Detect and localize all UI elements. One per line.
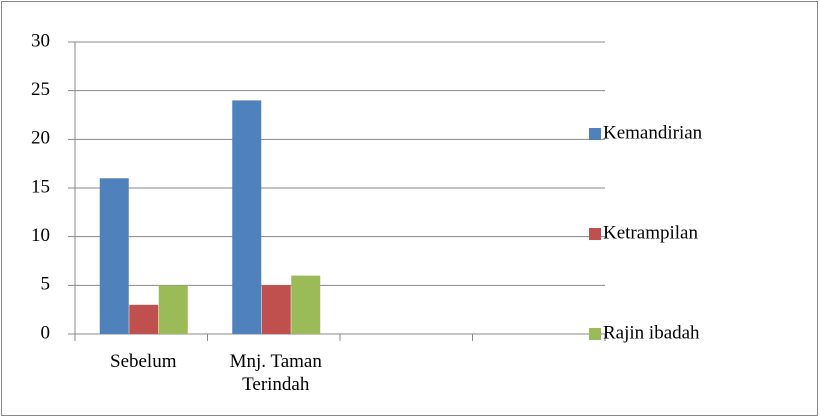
bar xyxy=(158,285,188,334)
legend-swatch xyxy=(589,128,601,140)
y-tick-label: 25 xyxy=(31,79,50,100)
y-tick-label: 30 xyxy=(31,30,50,51)
x-tick-label: Sebelum xyxy=(110,351,177,372)
y-tick-label: 20 xyxy=(31,128,50,149)
legend-swatch xyxy=(589,328,601,340)
y-tick-label: 15 xyxy=(31,176,50,197)
legend-swatch xyxy=(589,228,601,240)
legend-label: Kemandirian xyxy=(603,122,703,143)
y-tick-label: 10 xyxy=(31,225,50,246)
bar xyxy=(129,304,159,334)
bar xyxy=(232,100,262,335)
bar xyxy=(261,285,291,334)
x-tick-label: Mnj. Taman Terindah xyxy=(229,351,322,395)
bar xyxy=(291,275,321,334)
legend-label: Ketrampilan xyxy=(603,222,698,243)
legend-label: Rajin ibadah xyxy=(603,322,700,343)
bar xyxy=(99,178,129,334)
y-tick-label: 0 xyxy=(41,322,51,343)
y-tick-label: 5 xyxy=(41,274,51,295)
